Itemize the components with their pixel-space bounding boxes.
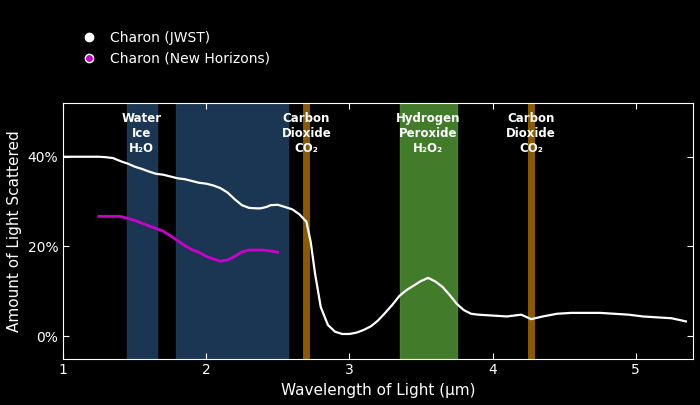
Bar [176, 103, 288, 359]
Y-axis label: Amount of Light Scattered: Amount of Light Scattered [7, 130, 22, 332]
Text: Hydrogen
Peroxide
H₂O₂: Hydrogen Peroxide H₂O₂ [396, 112, 461, 155]
Text: Water
Ice
H₂O: Water Ice H₂O [122, 112, 162, 155]
Bar [400, 103, 457, 359]
Legend: Charon (JWST), Charon (New Horizons): Charon (JWST), Charon (New Horizons) [70, 26, 276, 72]
Text: Carbon
Dioxide
CO₂: Carbon Dioxide CO₂ [506, 112, 556, 155]
Bar [127, 103, 158, 359]
Text: Carbon
Dioxide
CO₂: Carbon Dioxide CO₂ [281, 112, 331, 155]
X-axis label: Wavelength of Light (μm): Wavelength of Light (μm) [281, 383, 475, 398]
